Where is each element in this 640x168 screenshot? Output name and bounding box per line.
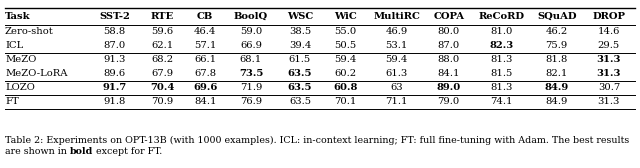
Text: COPA: COPA	[433, 12, 464, 21]
Text: 81.8: 81.8	[545, 55, 568, 64]
Text: 79.0: 79.0	[438, 97, 460, 106]
Text: 84.1: 84.1	[438, 69, 460, 78]
Text: 67.9: 67.9	[152, 69, 173, 78]
Text: 70.4: 70.4	[150, 83, 175, 92]
Text: 69.6: 69.6	[193, 83, 218, 92]
Text: 80.0: 80.0	[438, 27, 460, 36]
Text: 87.0: 87.0	[104, 41, 126, 50]
Text: 84.9: 84.9	[545, 83, 569, 92]
Text: 38.5: 38.5	[289, 27, 311, 36]
Text: 63.5: 63.5	[289, 97, 311, 106]
Text: 91.3: 91.3	[104, 55, 126, 64]
Text: 31.3: 31.3	[596, 69, 621, 78]
Text: 31.3: 31.3	[596, 55, 621, 64]
Text: 46.2: 46.2	[545, 27, 568, 36]
Text: 71.9: 71.9	[240, 83, 262, 92]
Text: 75.9: 75.9	[545, 41, 568, 50]
Text: 91.7: 91.7	[102, 83, 127, 92]
Text: 73.5: 73.5	[239, 69, 263, 78]
Text: 60.8: 60.8	[333, 83, 358, 92]
Text: ICL: ICL	[5, 41, 23, 50]
Text: CB: CB	[197, 12, 213, 21]
Text: 74.1: 74.1	[490, 97, 513, 106]
Text: 63.5: 63.5	[288, 83, 312, 92]
Text: are shown in: are shown in	[5, 147, 70, 156]
Text: 67.8: 67.8	[194, 69, 216, 78]
Text: RTE: RTE	[151, 12, 174, 21]
Text: 59.4: 59.4	[386, 55, 408, 64]
Text: LOZO: LOZO	[5, 83, 35, 92]
Text: 82.1: 82.1	[545, 69, 568, 78]
Text: 63: 63	[390, 83, 403, 92]
Text: WiC: WiC	[334, 12, 357, 21]
Text: WSC: WSC	[287, 12, 313, 21]
Text: 66.9: 66.9	[240, 41, 262, 50]
Text: 58.8: 58.8	[104, 27, 126, 36]
Text: SQuAD: SQuAD	[537, 12, 577, 21]
Text: bold: bold	[70, 147, 93, 156]
Text: 68.1: 68.1	[240, 55, 262, 64]
Text: 76.9: 76.9	[240, 97, 262, 106]
Text: 59.4: 59.4	[335, 55, 357, 64]
Text: 61.3: 61.3	[386, 69, 408, 78]
Text: 31.3: 31.3	[598, 97, 620, 106]
Text: 82.3: 82.3	[489, 41, 513, 50]
Text: 53.1: 53.1	[386, 41, 408, 50]
Text: 87.0: 87.0	[438, 41, 460, 50]
Text: BoolQ: BoolQ	[234, 12, 268, 21]
Text: 62.1: 62.1	[152, 41, 174, 50]
Text: MultiRC: MultiRC	[373, 12, 420, 21]
Text: 70.1: 70.1	[335, 97, 357, 106]
Text: 89.6: 89.6	[104, 69, 126, 78]
Text: FT: FT	[5, 97, 19, 106]
Text: 84.1: 84.1	[194, 97, 216, 106]
Text: 66.1: 66.1	[194, 55, 216, 64]
Text: 81.3: 81.3	[490, 83, 513, 92]
Text: 68.2: 68.2	[152, 55, 173, 64]
Text: 71.1: 71.1	[386, 97, 408, 106]
Text: 59.0: 59.0	[240, 27, 262, 36]
Text: 81.3: 81.3	[490, 55, 513, 64]
Text: 46.4: 46.4	[194, 27, 216, 36]
Text: 57.1: 57.1	[194, 41, 216, 50]
Text: 59.6: 59.6	[152, 27, 173, 36]
Text: 29.5: 29.5	[598, 41, 620, 50]
Text: Table 2: Experiments on OPT-13B (with 1000 examples). ICL: in-context learning; : Table 2: Experiments on OPT-13B (with 10…	[5, 136, 629, 145]
Text: 39.4: 39.4	[289, 41, 311, 50]
Text: MeZO-LoRA: MeZO-LoRA	[5, 69, 67, 78]
Text: DROP: DROP	[593, 12, 625, 21]
Text: 61.5: 61.5	[289, 55, 311, 64]
Text: 81.0: 81.0	[490, 27, 513, 36]
Text: SST-2: SST-2	[99, 12, 130, 21]
Text: 46.9: 46.9	[386, 27, 408, 36]
Text: 81.5: 81.5	[490, 69, 513, 78]
Text: 60.2: 60.2	[335, 69, 357, 78]
Text: MeZO: MeZO	[5, 55, 36, 64]
Text: 84.9: 84.9	[545, 97, 568, 106]
Text: 70.9: 70.9	[152, 97, 174, 106]
Text: 63.5: 63.5	[288, 69, 312, 78]
Text: 91.8: 91.8	[104, 97, 126, 106]
Text: 55.0: 55.0	[335, 27, 357, 36]
Text: 50.5: 50.5	[335, 41, 357, 50]
Text: ReCoRD: ReCoRD	[478, 12, 524, 21]
Text: 14.6: 14.6	[598, 27, 620, 36]
Text: 88.0: 88.0	[438, 55, 460, 64]
Text: 30.7: 30.7	[598, 83, 620, 92]
Text: Zero-shot: Zero-shot	[5, 27, 54, 36]
Text: 89.0: 89.0	[436, 83, 461, 92]
Text: except for FT.: except for FT.	[93, 147, 163, 156]
Text: Task: Task	[5, 12, 31, 21]
